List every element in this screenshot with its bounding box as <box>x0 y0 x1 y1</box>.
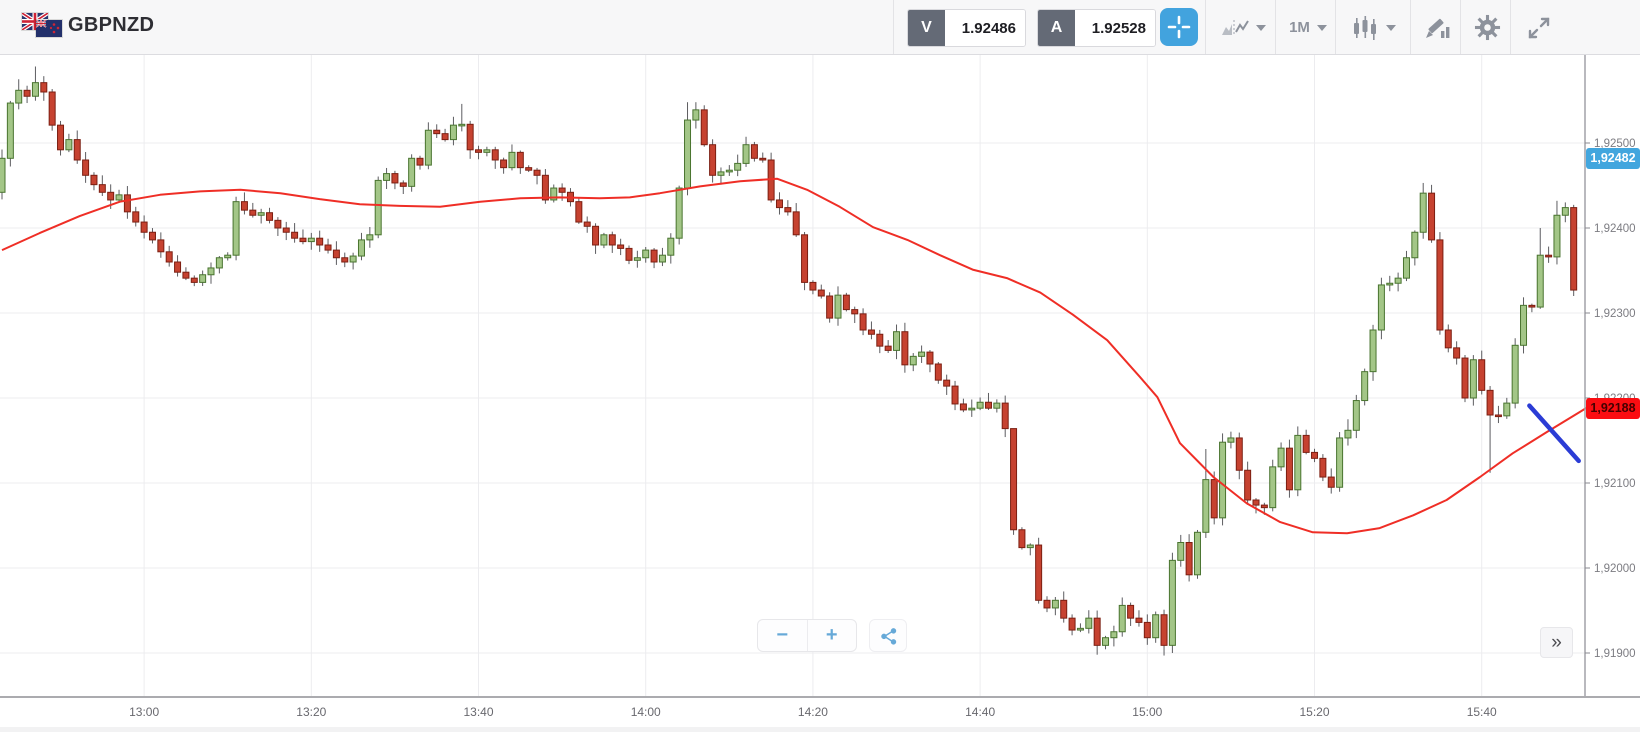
time-tick-label: 15:00 <box>1132 705 1162 719</box>
zoom-in-button[interactable]: + <box>825 624 838 646</box>
zoom-out-button[interactable]: − <box>758 620 808 651</box>
header-separator <box>1460 0 1461 54</box>
current-price-badge: 1,92482 <box>1586 147 1640 169</box>
symbol-flags <box>22 13 66 41</box>
symbol-title: GBPNZD <box>68 14 155 36</box>
candlestick-chart-icon <box>1353 15 1376 40</box>
header-separator <box>893 0 894 54</box>
share-icon <box>881 627 897 645</box>
price-tick-label: 1,92000 <box>1594 563 1636 575</box>
crosshair-icon <box>1167 15 1191 39</box>
time-axis[interactable]: 13:00 13:20 13:40 14:00 14:20 14:40 15:00 15:20… <box>129 705 1497 719</box>
drawing-tools-button[interactable] <box>1414 0 1460 55</box>
time-tick-label: 14:40 <box>965 705 995 719</box>
time-tick-label: 15:40 <box>1467 705 1497 719</box>
timeframe-label: 1M <box>1289 19 1310 36</box>
sell-quote-value: 1.92486 <box>945 10 1025 46</box>
price-tick-label: 1,92300 <box>1594 308 1636 320</box>
sell-quote-label: V <box>908 10 945 46</box>
zoom-controls: − + <box>757 619 857 652</box>
time-tick-label: 13:20 <box>296 705 326 719</box>
collapse-panel-button[interactable]: » <box>1540 627 1573 658</box>
crosshair-tool-button[interactable] <box>1160 8 1198 46</box>
candlestick-series <box>0 66 1578 656</box>
price-chart-canvas[interactable]: 1,925001,924001,923001,922001,921001,920… <box>0 55 1640 732</box>
nz-flag-icon <box>36 20 62 37</box>
buy-quote-button[interactable]: A 1.92528 <box>1037 9 1156 47</box>
timeframe-selector[interactable]: 1M <box>1281 0 1335 55</box>
chart-header: GBPNZD V 1.92486 A 1.92528 1M <box>0 0 1640 55</box>
chevron-down-icon <box>1316 24 1327 31</box>
fullscreen-button[interactable] <box>1516 0 1562 55</box>
settings-button[interactable] <box>1464 0 1510 55</box>
price-tick-label: 1,91900 <box>1594 648 1636 660</box>
chart-style-selector[interactable] <box>1342 0 1404 55</box>
compare-chart-icon <box>1221 19 1249 36</box>
time-tick-label: 13:00 <box>129 705 159 719</box>
buy-quote-value: 1.92528 <box>1075 10 1155 46</box>
chevron-down-icon <box>1255 24 1266 31</box>
chevron-down-icon <box>1385 24 1396 31</box>
price-tick-label: 1,92100 <box>1594 478 1636 490</box>
price-tick-label: 1,92500 <box>1594 138 1636 150</box>
grid-lines <box>0 55 1585 697</box>
gear-icon <box>1474 14 1500 41</box>
drawing-pen-icon <box>1426 18 1450 38</box>
time-tick-label: 14:00 <box>631 705 661 719</box>
header-separator <box>1275 0 1276 54</box>
sell-quote-button[interactable]: V 1.92486 <box>907 9 1026 47</box>
time-tick-label: 15:20 <box>1300 705 1330 719</box>
moving-average-line <box>1 177 1590 535</box>
header-separator <box>1410 0 1411 54</box>
compare-chart-button[interactable] <box>1213 0 1273 55</box>
time-tick-label: 14:20 <box>798 705 828 719</box>
time-tick-label: 13:40 <box>464 705 494 719</box>
share-button[interactable] <box>869 619 907 652</box>
user-drawn-trendline[interactable] <box>1527 403 1581 464</box>
indicator-value-badge: 1,92188 <box>1586 397 1640 419</box>
bottom-edge-strip <box>0 727 1640 732</box>
header-separator <box>1510 0 1511 54</box>
expand-icon <box>1528 17 1550 38</box>
price-tick-label: 1,92400 <box>1594 223 1636 235</box>
buy-quote-label: A <box>1038 10 1075 46</box>
header-separator <box>1335 0 1336 54</box>
header-separator <box>1205 0 1206 54</box>
